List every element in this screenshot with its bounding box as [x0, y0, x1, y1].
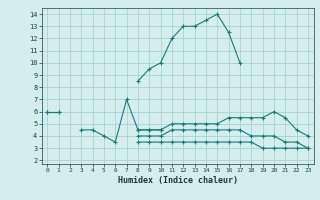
X-axis label: Humidex (Indice chaleur): Humidex (Indice chaleur): [118, 176, 237, 185]
